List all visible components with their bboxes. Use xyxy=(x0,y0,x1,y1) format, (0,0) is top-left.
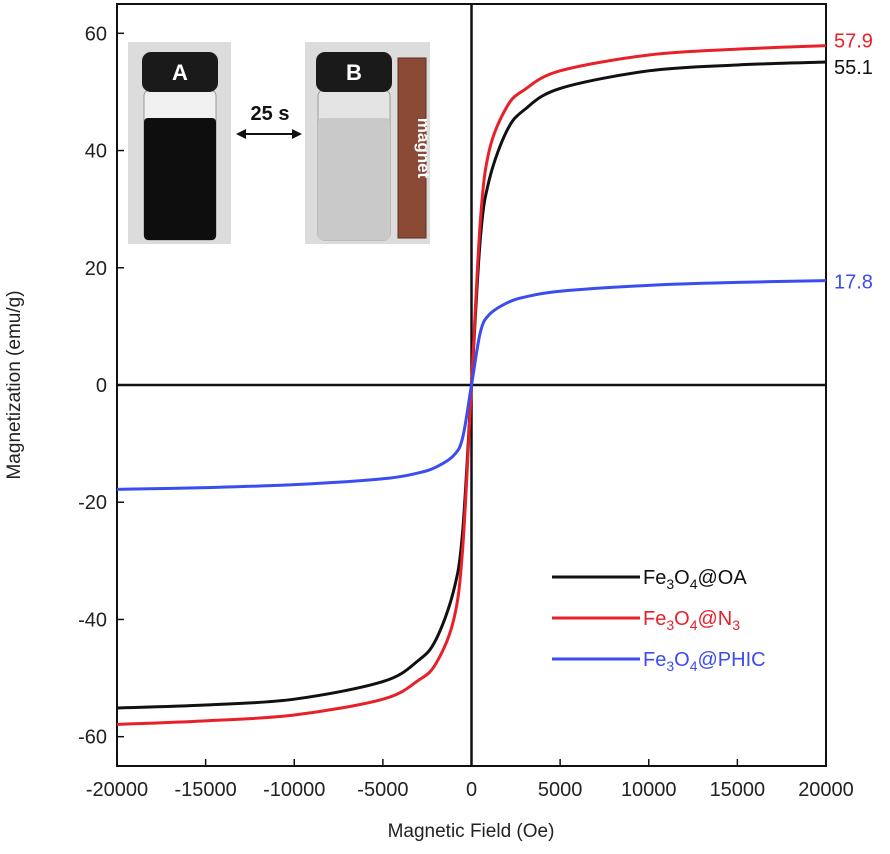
x-tick-label: 10000 xyxy=(621,779,677,801)
x-tick-label: -5000 xyxy=(357,779,408,801)
axis-ticks xyxy=(116,32,827,766)
vial-b-cap xyxy=(316,52,392,92)
end-value-label: 57.9 xyxy=(834,31,873,53)
arrow-label: 25 s xyxy=(251,103,290,125)
legend-label: Fe3O4@PHIC xyxy=(643,649,766,674)
x-tick-label: -20000 xyxy=(86,779,148,801)
y-tick-label: -60 xyxy=(78,727,107,749)
y-tick-label: 60 xyxy=(85,23,107,45)
x-tick-label: 20000 xyxy=(798,779,854,801)
magnet-bar xyxy=(397,57,427,239)
arrow-head-right xyxy=(292,129,302,139)
y-tick-label: 20 xyxy=(85,258,107,280)
x-tick-label: 5000 xyxy=(538,779,583,801)
magnet-label: magnet xyxy=(414,118,433,179)
arrow-head-left xyxy=(236,129,246,139)
y-tick-label: 0 xyxy=(96,375,107,397)
legend: Fe3O4@OA Fe3O4@N3 Fe3O4@PHIC xyxy=(552,567,766,674)
vial-b-liquid xyxy=(318,118,390,240)
x-tick-label: -10000 xyxy=(263,779,325,801)
x-axis-title: Magnetic Field (Oe) xyxy=(388,821,555,842)
series-line-3 xyxy=(116,279,827,491)
x-tick-label: 15000 xyxy=(710,779,766,801)
vial-b-label: B xyxy=(346,60,362,85)
vial-a-cap xyxy=(142,52,218,92)
y-axis-title: Magnetization (emu/g) xyxy=(4,290,25,479)
inset-photo: A 25 s B magnet xyxy=(128,42,433,244)
legend-label: Fe3O4@OA xyxy=(643,567,747,592)
end-value-label: 55.1 xyxy=(834,57,873,79)
end-labels: 55.1 57.9 17.8 xyxy=(834,31,873,294)
x-tick-label: -15000 xyxy=(174,779,236,801)
y-tick-label: -20 xyxy=(78,492,107,514)
end-value-label: 17.8 xyxy=(834,272,873,294)
x-tick-label: 0 xyxy=(466,779,477,801)
vial-a-liquid xyxy=(144,118,216,240)
legend-label: Fe3O4@N3 xyxy=(643,608,740,633)
y-tick-label: -40 xyxy=(78,609,107,631)
vial-a-label: A xyxy=(172,60,188,85)
series-lines xyxy=(116,44,827,726)
y-tick-label: 40 xyxy=(85,141,107,163)
axis-tick-labels: -20000 -15000 -10000 -5000 0 5000 10000 15000 20… xyxy=(78,23,854,801)
